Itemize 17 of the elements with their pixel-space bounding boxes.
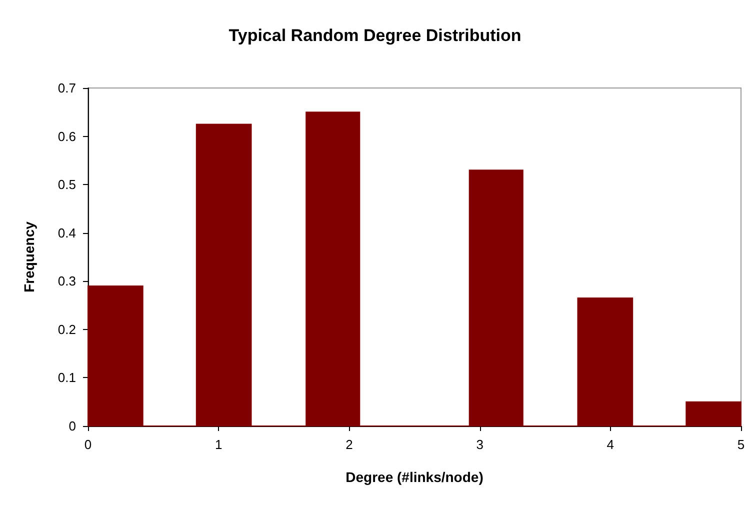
x-tick-label: 3 bbox=[476, 437, 484, 452]
y-tick-label: 0 bbox=[68, 418, 76, 434]
y-axis-title: Frequency bbox=[21, 221, 37, 292]
x-tick-label: 0 bbox=[84, 437, 92, 452]
x-tick-label: 1 bbox=[214, 437, 222, 452]
y-tick-label: 0.2 bbox=[58, 322, 76, 337]
y-tick-label: 0.3 bbox=[58, 274, 76, 289]
chart-title: Typical Random Degree Distribution bbox=[228, 26, 522, 45]
y-tick-label: 0.7 bbox=[58, 80, 76, 96]
y-tick-label: 0.4 bbox=[58, 225, 76, 240]
y-tick-label: 0.5 bbox=[58, 177, 76, 192]
x-tick-label: 4 bbox=[606, 437, 614, 452]
x-tick-label: 2 bbox=[346, 437, 353, 452]
x-tick-label: 5 bbox=[737, 437, 745, 452]
y-tick-label: 0.6 bbox=[58, 128, 76, 144]
x-axis-title: Degree (#links/node) bbox=[346, 469, 484, 485]
y-tick-label: 0.1 bbox=[58, 370, 76, 386]
